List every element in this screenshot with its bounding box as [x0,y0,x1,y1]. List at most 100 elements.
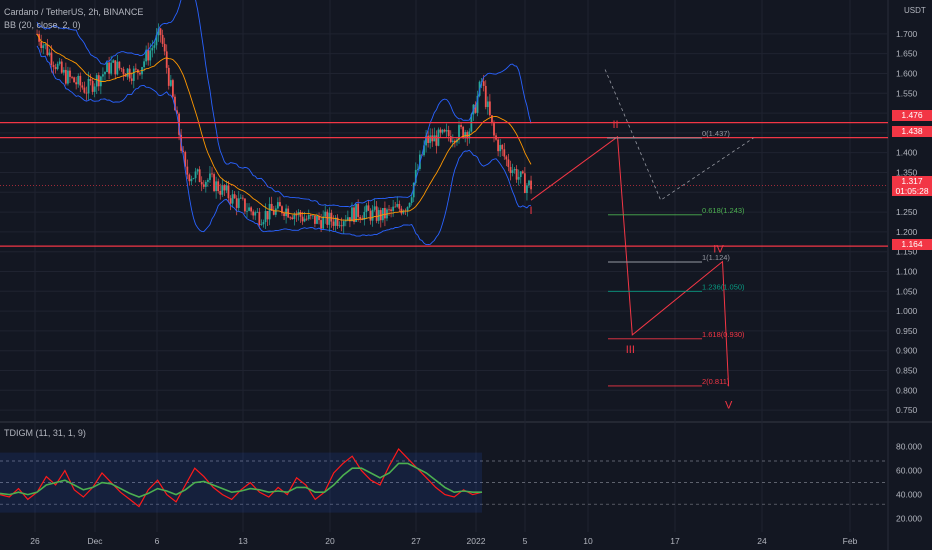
candle-body [353,207,355,222]
candle-body [400,208,403,214]
candle-body [293,214,296,219]
candle-body [190,178,193,182]
candle-body [60,61,63,73]
candle-body [81,85,84,88]
bollinger-bands [36,0,532,246]
candle-body [110,62,113,74]
candle-body [462,126,465,138]
x-tick-label: 24 [757,536,767,546]
candle-body [112,60,115,63]
candle-body [167,67,170,86]
fib-label: 2(0.811) [702,377,730,386]
candle-body [122,69,125,75]
price-tag-1476: 1.476 [892,110,932,121]
candle-body [174,96,176,111]
candle-body [486,101,489,108]
candle-body [56,63,59,70]
candle-body [274,208,277,215]
candle-body [346,217,349,221]
osc-tick-label: 20.000 [896,514,922,524]
candle-body [159,28,162,35]
candle-body [338,225,341,227]
x-tick-label: 10 [583,536,593,546]
candle-body [416,168,419,170]
price-tag-1438: 1.438 [892,126,932,137]
fibonacci-extension[interactable]: 0(1.437) 0.618(1.243) 1(1.124) 1.236(1.050)… [607,129,745,387]
candle-body [184,152,187,167]
candle-body [373,206,376,210]
candle-body [369,210,372,221]
y-tick-label: 1.150 [896,247,918,257]
axes: 1.7001.6501.6001.5501.5001.4501.4001.350… [30,29,922,546]
candle-body [309,215,312,216]
candle-body [239,197,242,199]
candle-body [299,211,302,217]
candle-body [157,28,160,36]
candle-body [254,212,257,216]
candle-body [526,185,528,194]
candle-body [291,217,294,219]
candle-body [447,130,450,137]
bollinger-upper [36,0,532,208]
candle-body [285,208,288,217]
candle-body [375,206,378,221]
candle-body [126,68,129,77]
candle-body [451,140,454,143]
candle-body [139,72,141,75]
candle-body [340,225,343,227]
candle-body [301,216,304,222]
candle-body [219,190,222,195]
candle-body [433,135,436,142]
fib-label: 1.618(0.930) [702,330,745,339]
candle-body [229,198,232,204]
candle-body [169,80,172,86]
bollinger-basis [36,33,532,221]
candle-body [303,218,306,222]
candle-body [85,92,88,94]
oscillator-pane [0,447,888,513]
candle-body [106,62,108,73]
horizontal-levels[interactable] [0,121,888,247]
candle-body [202,184,205,187]
candle-body [412,182,415,198]
candle-body [314,215,316,224]
candle-body [322,216,325,229]
candle-body [196,169,199,172]
bollinger-lower [36,45,532,246]
candle-body [67,70,69,84]
x-tick-label: 6 [155,536,160,546]
candle-body [268,203,271,220]
candle-body [513,168,516,171]
candle-body [213,174,215,192]
candle-body [449,136,452,143]
candle-body [381,208,384,221]
candle-body [402,210,405,214]
candle-body [297,211,300,215]
candle-body [460,125,462,127]
candle-body [102,74,104,77]
symbol-title: Cardano / TetherUS, 2h, BINANCE [4,7,144,17]
candle-body [50,52,53,65]
osc-series-red [0,447,483,508]
candle-body [351,207,353,222]
y-tick-label: 1.350 [896,167,918,177]
candle-body [145,49,148,62]
candle-body [272,210,275,215]
candle-body [406,207,409,212]
y-tick-label: 1.200 [896,227,918,237]
candle-body [528,180,530,186]
candle-body [264,211,267,223]
candle-body [165,51,168,68]
fib-label: 0.618(1.243) [702,206,745,215]
candle-body [134,68,137,70]
candle-body [371,209,374,221]
candle-body [334,217,337,226]
candle-body [118,61,121,69]
wave-label-iv: IV [713,244,724,256]
y-tick-label: 1.650 [896,49,918,59]
candle-body [392,206,395,211]
candle-body [511,170,514,174]
osc-series-green [0,462,482,498]
